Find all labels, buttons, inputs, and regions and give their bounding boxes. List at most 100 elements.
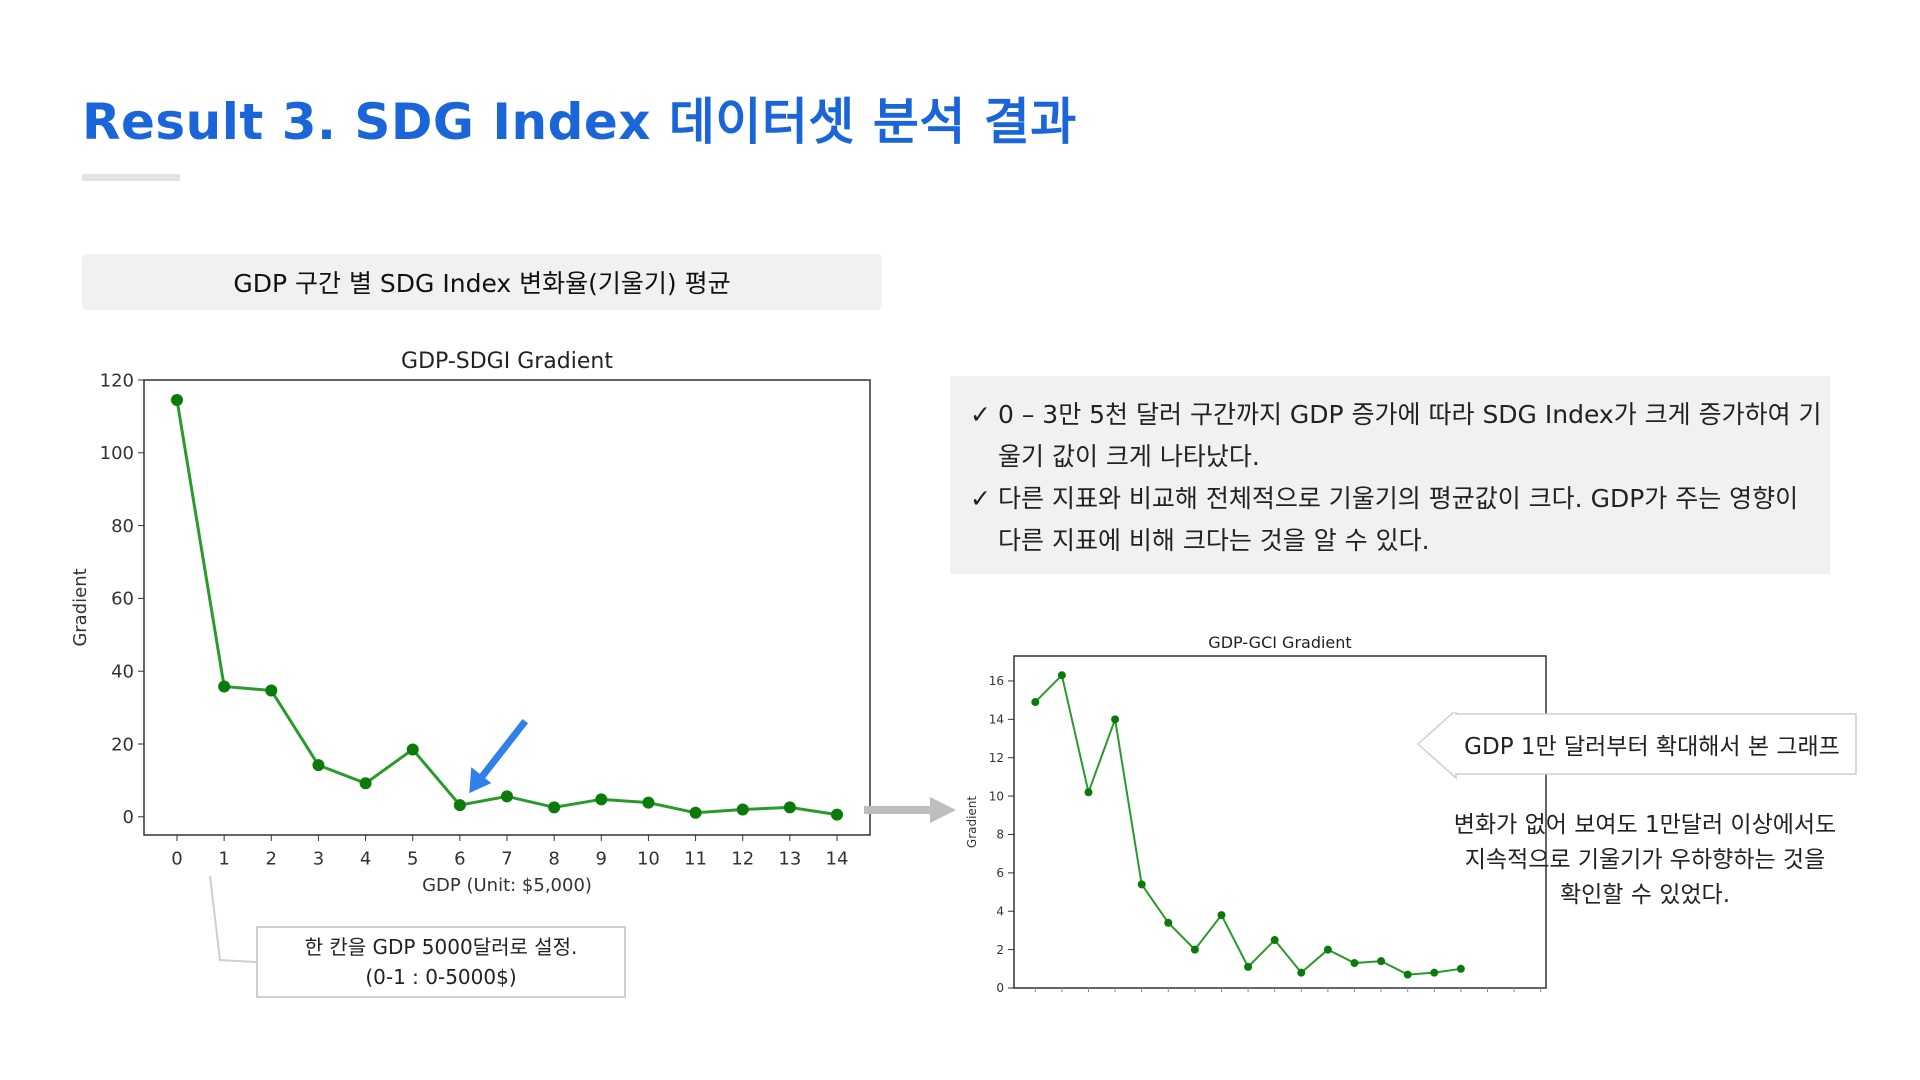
x-tick-label: 6 bbox=[454, 848, 465, 869]
x-tick-label: 2 bbox=[266, 848, 277, 869]
x-tick-label: 7 bbox=[501, 848, 512, 869]
y-tick-label: 12 bbox=[989, 751, 1004, 765]
data-point bbox=[406, 743, 419, 756]
x-tick-label: 3 bbox=[313, 848, 324, 869]
note-line: 지속적으로 기울기가 우하향하는 것을 bbox=[1464, 847, 1826, 873]
y-tick-label: 4 bbox=[996, 904, 1004, 918]
data-point bbox=[501, 790, 513, 803]
finding-text: 0 – 3만 5천 달러 구간까지 GDP 증가에 따라 SDG Index가 … bbox=[998, 400, 1822, 471]
x-tick-label: 9 bbox=[596, 848, 607, 869]
x-tick-label: 1 bbox=[218, 848, 229, 869]
data-point bbox=[1164, 918, 1173, 927]
callout-leader bbox=[200, 870, 270, 970]
y-tick-label: 120 bbox=[100, 370, 134, 391]
y-tick-label: 2 bbox=[996, 943, 1004, 957]
connector-arrow-head bbox=[930, 797, 956, 823]
callout-line: (0-1 : 0-5000$) bbox=[365, 965, 517, 989]
x-tick-label: 5 bbox=[407, 848, 418, 869]
annotation-arrow-head bbox=[469, 767, 492, 794]
section-header-text: GDP 구간 별 SDG Index 변화율(기울기) 평균 bbox=[233, 269, 731, 298]
data-point bbox=[1377, 957, 1386, 966]
x-tick-label: 13 bbox=[778, 848, 801, 869]
y-tick-label: 10 bbox=[989, 789, 1004, 803]
data-point bbox=[736, 803, 749, 816]
note-line: 변화가 없어 보여도 1만달러 이상에서도 bbox=[1453, 812, 1837, 838]
data-point bbox=[359, 777, 372, 790]
data-point bbox=[1057, 671, 1066, 680]
data-point bbox=[171, 394, 183, 407]
x-tick-label: 14 bbox=[826, 848, 849, 869]
data-point bbox=[1403, 970, 1412, 979]
check-icon: ✓ bbox=[970, 400, 991, 429]
findings-box: ✓ 0 – 3만 5천 달러 구간까지 GDP 증가에 따라 SDG Index… bbox=[950, 376, 1830, 574]
plot-frame bbox=[1013, 655, 1547, 989]
zoom-label-shape bbox=[1416, 712, 1862, 780]
data-point bbox=[595, 793, 608, 806]
gci-gradient-chart: GDP-GCI Gradient 0 2 4 6 8 10 12 14 16 Gradient bbox=[960, 620, 1560, 1010]
y-tick-label: 100 bbox=[100, 443, 134, 464]
data-point bbox=[1297, 968, 1306, 977]
plot-frame bbox=[143, 379, 871, 836]
x-tick-label: 11 bbox=[684, 848, 707, 869]
callout-line: 한 칸을 GDP 5000달러로 설정. bbox=[304, 935, 578, 959]
data-point bbox=[1190, 945, 1199, 954]
data-point bbox=[548, 801, 561, 814]
y-axis-label: Gradient bbox=[965, 796, 979, 849]
data-point bbox=[689, 806, 702, 819]
zoom-label: GDP 1만 달러부터 확대해서 본 그래프 bbox=[1420, 718, 1854, 770]
check-icon: ✓ bbox=[970, 484, 991, 513]
x-tick-label: 8 bbox=[548, 848, 559, 869]
gci-gradient-svg: GDP-GCI Gradient 0 2 4 6 8 10 12 14 16 Gradient bbox=[965, 633, 1547, 995]
data-point bbox=[1084, 788, 1093, 797]
data-point bbox=[1270, 936, 1279, 945]
data-point bbox=[312, 759, 325, 772]
zoom-label-text: GDP 1만 달러부터 확대해서 본 그래프 bbox=[1464, 734, 1840, 760]
data-point bbox=[265, 684, 278, 697]
data-point bbox=[831, 808, 843, 821]
y-tick-label: 8 bbox=[996, 828, 1004, 842]
finding-item: ✓ 0 – 3만 5천 달러 구간까지 GDP 증가에 따라 SDG Index… bbox=[970, 394, 1828, 478]
data-point bbox=[1137, 880, 1146, 889]
data-point bbox=[1111, 715, 1120, 724]
chart-title: GDP-GCI Gradient bbox=[1208, 633, 1351, 652]
x-tick-label: 4 bbox=[360, 848, 371, 869]
y-tick-label: 16 bbox=[989, 674, 1004, 688]
callout-leader-line bbox=[209, 875, 257, 963]
y-tick-label: 40 bbox=[111, 662, 134, 683]
annotation-arrow-shaft bbox=[476, 718, 529, 783]
x-tick-label: 10 bbox=[637, 848, 660, 869]
data-point bbox=[1031, 698, 1040, 707]
data-point bbox=[783, 801, 796, 814]
y-axis-label: Gradient bbox=[70, 568, 91, 646]
data-point bbox=[1350, 959, 1359, 968]
title-underline bbox=[82, 174, 180, 181]
data-point bbox=[1244, 962, 1253, 971]
y-tick-label: 6 bbox=[996, 866, 1004, 880]
y-tick-label: 0 bbox=[123, 807, 134, 828]
y-tick-label: 0 bbox=[996, 981, 1004, 995]
finding-item: ✓ 다른 지표와 비교해 전체적으로 기울기의 평균값이 크다. GDP가 주는… bbox=[970, 478, 1828, 562]
finding-text: 다른 지표와 비교해 전체적으로 기울기의 평균값이 크다. GDP가 주는 영… bbox=[998, 484, 1799, 555]
y-tick-label: 20 bbox=[111, 734, 134, 755]
data-point bbox=[1323, 945, 1332, 954]
data-point bbox=[642, 796, 655, 809]
y-tick-label: 80 bbox=[111, 516, 134, 537]
page-title: Result 3. SDG Index 데이터셋 분석 결과 bbox=[82, 93, 1077, 151]
x-tick-label: 12 bbox=[731, 848, 754, 869]
x-tick-label: 0 bbox=[171, 848, 182, 869]
connector-arrow bbox=[860, 794, 960, 826]
y-tick-label: 14 bbox=[989, 713, 1004, 727]
data-point bbox=[453, 799, 466, 812]
section-header: GDP 구간 별 SDG Index 변화율(기울기) 평균 bbox=[82, 254, 882, 310]
zoom-label-outline bbox=[1416, 712, 1857, 780]
connector-arrow-shaft bbox=[864, 806, 934, 814]
sdgi-gradient-chart: GDP-SDGI Gradient 0 20 40 60 80 100 120 0 1 2 3 4 5 6 7… bbox=[60, 340, 900, 910]
unit-callout: 한 칸을 GDP 5000달러로 설정. (0-1 : 0-5000$) bbox=[256, 926, 626, 998]
data-point bbox=[1430, 968, 1439, 977]
data-point bbox=[218, 680, 231, 693]
note-line: 확인할 수 있었다. bbox=[1559, 882, 1731, 908]
y-tick-label: 60 bbox=[111, 589, 134, 610]
chart-title: GDP-SDGI Gradient bbox=[401, 349, 613, 374]
data-point bbox=[1217, 911, 1226, 920]
